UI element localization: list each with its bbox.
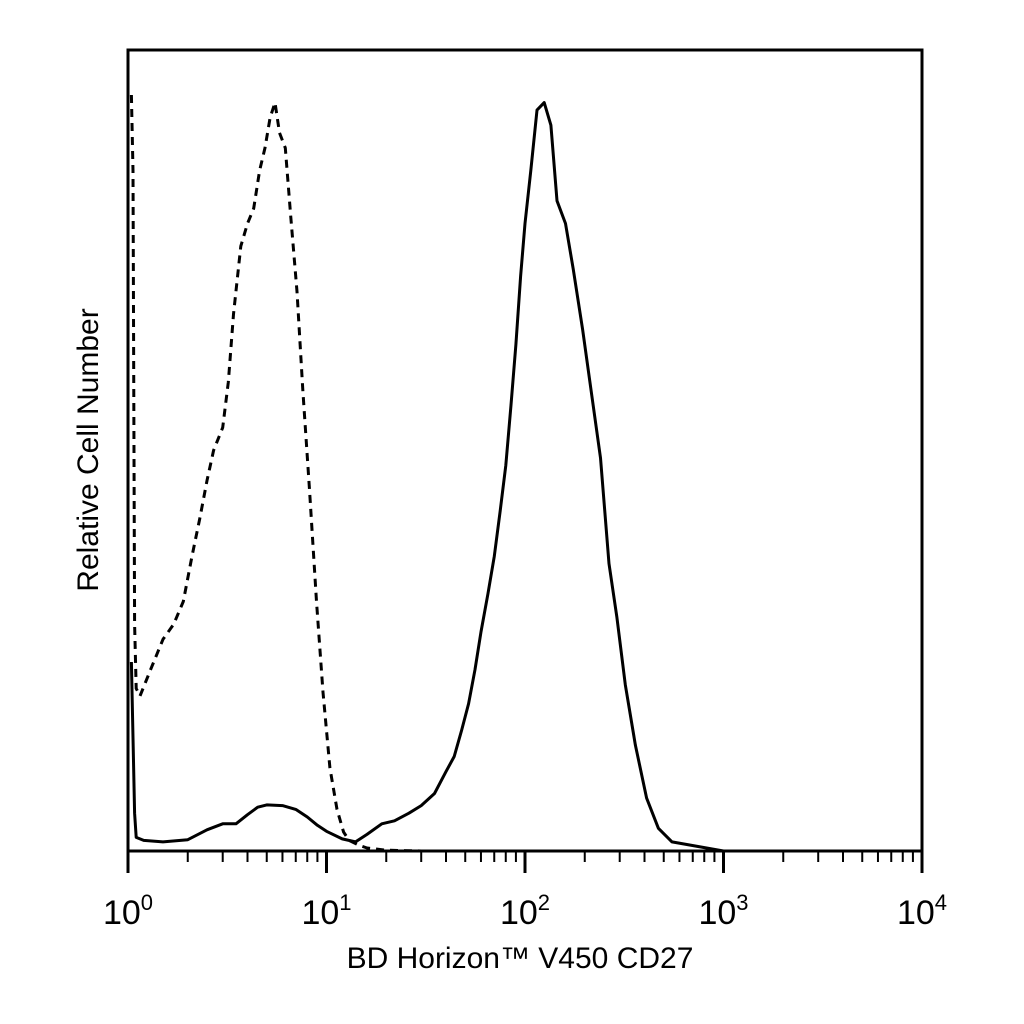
- x-tick-exponent: 4: [935, 890, 947, 915]
- y-axis-title: Relative Cell Number: [72, 308, 105, 591]
- x-tick-exponent: 3: [736, 890, 748, 915]
- series-layer: [129, 94, 922, 853]
- x-tick-label: 104: [897, 890, 947, 932]
- x-axis-ticks: [126, 851, 924, 873]
- x-tick-base: 10: [500, 894, 538, 932]
- x-tick-label: 102: [500, 890, 550, 932]
- series-line-solid: [129, 101, 922, 853]
- x-tick-label: 100: [103, 890, 153, 932]
- series-line-dashed: [129, 94, 922, 853]
- x-tick-label: 103: [698, 890, 748, 932]
- x-axis-title: BD Horizon™ V450 CD27: [347, 942, 694, 975]
- x-tick-label: 101: [301, 890, 351, 932]
- x-tick-exponent: 2: [538, 890, 550, 915]
- x-tick-base: 10: [698, 894, 736, 932]
- x-tick-base: 10: [301, 894, 339, 932]
- x-axis-tick-labels: 100 101 102 103 104: [103, 890, 947, 932]
- x-tick-exponent: 1: [339, 890, 351, 915]
- x-tick-exponent: 0: [141, 890, 153, 915]
- x-tick-base: 10: [103, 894, 141, 932]
- x-tick-base: 10: [897, 894, 935, 932]
